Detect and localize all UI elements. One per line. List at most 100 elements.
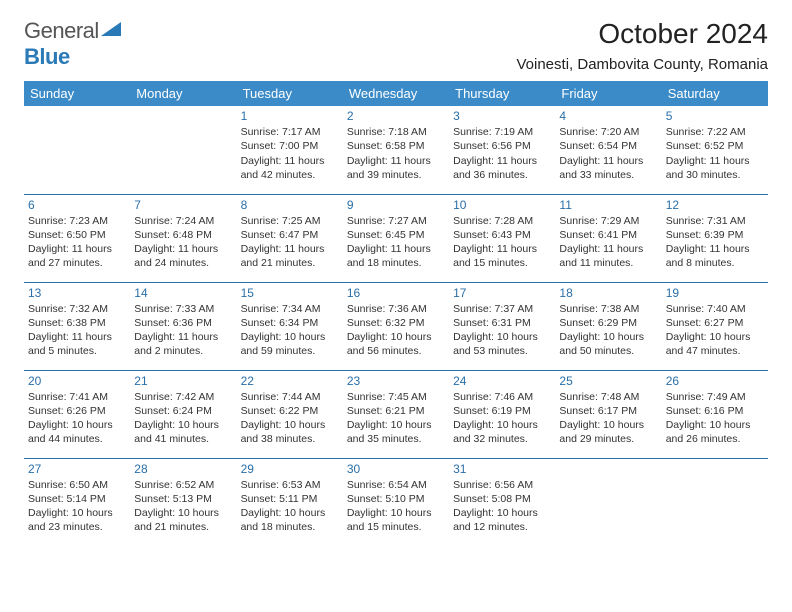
sunrise-line: Sunrise: 7:44 AM bbox=[241, 390, 339, 404]
day-number: 20 bbox=[28, 373, 126, 389]
calendar-day-cell: 30Sunrise: 6:54 AMSunset: 5:10 PMDayligh… bbox=[343, 458, 449, 546]
sunrise-line: Sunrise: 7:23 AM bbox=[28, 214, 126, 228]
calendar-day-cell: 16Sunrise: 7:36 AMSunset: 6:32 PMDayligh… bbox=[343, 282, 449, 370]
calendar-day-cell: 1Sunrise: 7:17 AMSunset: 7:00 PMDaylight… bbox=[237, 106, 343, 194]
sunset-line: Sunset: 6:52 PM bbox=[666, 139, 764, 153]
calendar-day-cell: 22Sunrise: 7:44 AMSunset: 6:22 PMDayligh… bbox=[237, 370, 343, 458]
sunset-line: Sunset: 6:43 PM bbox=[453, 228, 551, 242]
sunrise-line: Sunrise: 6:56 AM bbox=[453, 478, 551, 492]
daylight-line: Daylight: 11 hours and 11 minutes. bbox=[559, 242, 657, 270]
sunrise-line: Sunrise: 7:24 AM bbox=[134, 214, 232, 228]
sunrise-line: Sunrise: 7:42 AM bbox=[134, 390, 232, 404]
day-number: 25 bbox=[559, 373, 657, 389]
day-details: Sunrise: 7:31 AMSunset: 6:39 PMDaylight:… bbox=[666, 214, 764, 271]
sunset-line: Sunset: 6:58 PM bbox=[347, 139, 445, 153]
sunrise-line: Sunrise: 6:50 AM bbox=[28, 478, 126, 492]
weekday-header: Thursday bbox=[449, 81, 555, 106]
calendar-week-row: 13Sunrise: 7:32 AMSunset: 6:38 PMDayligh… bbox=[24, 282, 768, 370]
daylight-line: Daylight: 10 hours and 18 minutes. bbox=[241, 506, 339, 534]
sunset-line: Sunset: 6:26 PM bbox=[28, 404, 126, 418]
day-number: 16 bbox=[347, 285, 445, 301]
sunrise-line: Sunrise: 7:32 AM bbox=[28, 302, 126, 316]
sunset-line: Sunset: 6:50 PM bbox=[28, 228, 126, 242]
daylight-line: Daylight: 10 hours and 56 minutes. bbox=[347, 330, 445, 358]
daylight-line: Daylight: 10 hours and 26 minutes. bbox=[666, 418, 764, 446]
daylight-line: Daylight: 10 hours and 29 minutes. bbox=[559, 418, 657, 446]
month-title: October 2024 bbox=[516, 18, 768, 50]
day-number: 23 bbox=[347, 373, 445, 389]
day-details: Sunrise: 7:25 AMSunset: 6:47 PMDaylight:… bbox=[241, 214, 339, 271]
day-number: 2 bbox=[347, 108, 445, 124]
day-details: Sunrise: 7:22 AMSunset: 6:52 PMDaylight:… bbox=[666, 125, 764, 182]
sunrise-line: Sunrise: 7:17 AM bbox=[241, 125, 339, 139]
sunrise-line: Sunrise: 7:31 AM bbox=[666, 214, 764, 228]
daylight-line: Daylight: 11 hours and 5 minutes. bbox=[28, 330, 126, 358]
daylight-line: Daylight: 10 hours and 44 minutes. bbox=[28, 418, 126, 446]
calendar-day-cell: 3Sunrise: 7:19 AMSunset: 6:56 PMDaylight… bbox=[449, 106, 555, 194]
calendar-day-cell: 23Sunrise: 7:45 AMSunset: 6:21 PMDayligh… bbox=[343, 370, 449, 458]
sunset-line: Sunset: 5:10 PM bbox=[347, 492, 445, 506]
daylight-line: Daylight: 11 hours and 30 minutes. bbox=[666, 154, 764, 182]
calendar-head: SundayMondayTuesdayWednesdayThursdayFrid… bbox=[24, 81, 768, 106]
day-number: 19 bbox=[666, 285, 764, 301]
sunrise-line: Sunrise: 6:54 AM bbox=[347, 478, 445, 492]
day-number: 3 bbox=[453, 108, 551, 124]
daylight-line: Daylight: 11 hours and 15 minutes. bbox=[453, 242, 551, 270]
day-number: 24 bbox=[453, 373, 551, 389]
weekday-header: Sunday bbox=[24, 81, 130, 106]
calendar-day-cell: 12Sunrise: 7:31 AMSunset: 6:39 PMDayligh… bbox=[662, 194, 768, 282]
sunrise-line: Sunrise: 7:28 AM bbox=[453, 214, 551, 228]
calendar-day-cell: 8Sunrise: 7:25 AMSunset: 6:47 PMDaylight… bbox=[237, 194, 343, 282]
day-number: 29 bbox=[241, 461, 339, 477]
header: General Blue October 2024 Voinesti, Damb… bbox=[24, 18, 768, 73]
daylight-line: Daylight: 10 hours and 12 minutes. bbox=[453, 506, 551, 534]
calendar-body: 1Sunrise: 7:17 AMSunset: 7:00 PMDaylight… bbox=[24, 106, 768, 546]
day-number: 13 bbox=[28, 285, 126, 301]
sunset-line: Sunset: 5:14 PM bbox=[28, 492, 126, 506]
day-number: 17 bbox=[453, 285, 551, 301]
daylight-line: Daylight: 11 hours and 36 minutes. bbox=[453, 154, 551, 182]
weekday-row: SundayMondayTuesdayWednesdayThursdayFrid… bbox=[24, 81, 768, 106]
day-details: Sunrise: 7:45 AMSunset: 6:21 PMDaylight:… bbox=[347, 390, 445, 447]
day-number: 5 bbox=[666, 108, 764, 124]
calendar-empty-cell bbox=[662, 458, 768, 546]
sunset-line: Sunset: 6:41 PM bbox=[559, 228, 657, 242]
calendar-table: SundayMondayTuesdayWednesdayThursdayFrid… bbox=[24, 81, 768, 546]
calendar-day-cell: 19Sunrise: 7:40 AMSunset: 6:27 PMDayligh… bbox=[662, 282, 768, 370]
sunrise-line: Sunrise: 7:36 AM bbox=[347, 302, 445, 316]
calendar-day-cell: 17Sunrise: 7:37 AMSunset: 6:31 PMDayligh… bbox=[449, 282, 555, 370]
sunrise-line: Sunrise: 7:38 AM bbox=[559, 302, 657, 316]
calendar-day-cell: 10Sunrise: 7:28 AMSunset: 6:43 PMDayligh… bbox=[449, 194, 555, 282]
calendar-day-cell: 21Sunrise: 7:42 AMSunset: 6:24 PMDayligh… bbox=[130, 370, 236, 458]
sunset-line: Sunset: 6:34 PM bbox=[241, 316, 339, 330]
calendar-day-cell: 15Sunrise: 7:34 AMSunset: 6:34 PMDayligh… bbox=[237, 282, 343, 370]
calendar-day-cell: 24Sunrise: 7:46 AMSunset: 6:19 PMDayligh… bbox=[449, 370, 555, 458]
title-block: October 2024 Voinesti, Dambovita County,… bbox=[516, 18, 768, 73]
sunrise-line: Sunrise: 6:53 AM bbox=[241, 478, 339, 492]
daylight-line: Daylight: 11 hours and 27 minutes. bbox=[28, 242, 126, 270]
daylight-line: Daylight: 11 hours and 8 minutes. bbox=[666, 242, 764, 270]
sunrise-line: Sunrise: 7:45 AM bbox=[347, 390, 445, 404]
calendar-empty-cell bbox=[24, 106, 130, 194]
sunrise-line: Sunrise: 7:49 AM bbox=[666, 390, 764, 404]
sunset-line: Sunset: 5:11 PM bbox=[241, 492, 339, 506]
sunrise-line: Sunrise: 7:46 AM bbox=[453, 390, 551, 404]
sunset-line: Sunset: 6:29 PM bbox=[559, 316, 657, 330]
daylight-line: Daylight: 10 hours and 32 minutes. bbox=[453, 418, 551, 446]
day-number: 1 bbox=[241, 108, 339, 124]
sunrise-line: Sunrise: 7:48 AM bbox=[559, 390, 657, 404]
calendar-day-cell: 31Sunrise: 6:56 AMSunset: 5:08 PMDayligh… bbox=[449, 458, 555, 546]
logo-text-general: General bbox=[24, 18, 99, 43]
sunset-line: Sunset: 6:17 PM bbox=[559, 404, 657, 418]
sunrise-line: Sunrise: 6:52 AM bbox=[134, 478, 232, 492]
logo: General Blue bbox=[24, 18, 123, 70]
calendar-empty-cell bbox=[555, 458, 661, 546]
sunrise-line: Sunrise: 7:34 AM bbox=[241, 302, 339, 316]
day-number: 21 bbox=[134, 373, 232, 389]
day-number: 18 bbox=[559, 285, 657, 301]
weekday-header: Friday bbox=[555, 81, 661, 106]
sunset-line: Sunset: 6:24 PM bbox=[134, 404, 232, 418]
sunset-line: Sunset: 6:45 PM bbox=[347, 228, 445, 242]
location: Voinesti, Dambovita County, Romania bbox=[516, 56, 768, 73]
day-number: 12 bbox=[666, 197, 764, 213]
